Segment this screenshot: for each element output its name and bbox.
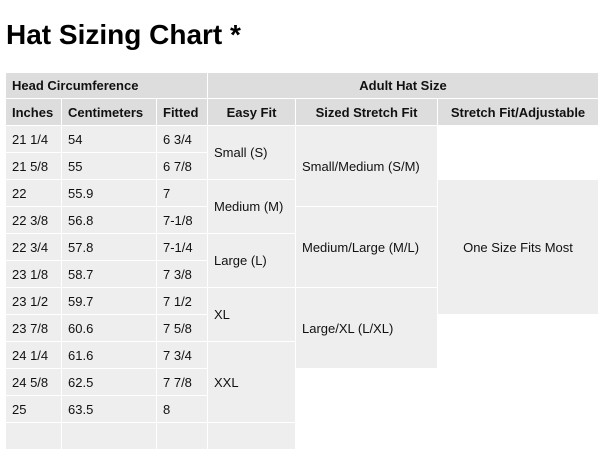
easy-fit-cell: XL bbox=[208, 288, 295, 341]
column-header-stretch-fit-adjustable: Stretch Fit/Adjustable bbox=[438, 99, 598, 125]
page-title: Hat Sizing Chart * bbox=[6, 19, 241, 50]
group-header-adult-hat-size: Adult Hat Size bbox=[208, 73, 598, 98]
stretch-adjustable-empty bbox=[438, 315, 598, 449]
fitted-cell: 7 bbox=[157, 180, 207, 206]
easy-fit-cell: Large (L) bbox=[208, 234, 295, 287]
inches-cell: 24 5/8 bbox=[6, 369, 61, 395]
fitted-cell: 7 1/2 bbox=[157, 288, 207, 314]
stretch-adjustable-cell: One Size Fits Most bbox=[438, 180, 598, 314]
centimeters-cell: 62.5 bbox=[62, 369, 156, 395]
sized-stretch-empty bbox=[296, 369, 437, 449]
easy-fit-cell-empty bbox=[208, 423, 295, 449]
centimeters-cell: 61.6 bbox=[62, 342, 156, 368]
inches-cell: 22 bbox=[6, 180, 61, 206]
fitted-cell: 7 7/8 bbox=[157, 369, 207, 395]
centimeters-cell: 58.7 bbox=[62, 261, 156, 287]
fitted-cell bbox=[157, 423, 207, 449]
sized-stretch-cell: Small/Medium (S/M) bbox=[296, 126, 437, 206]
stretch-adjustable-empty bbox=[438, 126, 598, 179]
group-header-head-circumference: Head Circumference bbox=[6, 73, 207, 98]
easy-fit-cell: Medium (M) bbox=[208, 180, 295, 233]
inches-cell: 23 7/8 bbox=[6, 315, 61, 341]
centimeters-cell: 55.9 bbox=[62, 180, 156, 206]
fitted-cell: 7-1/8 bbox=[157, 207, 207, 233]
centimeters-cell: 60.6 bbox=[62, 315, 156, 341]
inches-cell: 22 3/8 bbox=[6, 207, 61, 233]
inches-cell: 24 1/4 bbox=[6, 342, 61, 368]
fitted-cell: 7-1/4 bbox=[157, 234, 207, 260]
easy-fit-cell: XXL bbox=[208, 342, 295, 422]
centimeters-cell bbox=[62, 423, 156, 449]
fitted-cell: 6 7/8 bbox=[157, 153, 207, 179]
hat-sizing-table: Head Circumference Adult Hat Size Inches… bbox=[6, 73, 598, 449]
sized-stretch-cell: Large/XL (L/XL) bbox=[296, 288, 437, 368]
fitted-cell: 6 3/4 bbox=[157, 126, 207, 152]
inches-cell bbox=[6, 423, 61, 449]
centimeters-cell: 56.8 bbox=[62, 207, 156, 233]
fitted-cell: 7 3/8 bbox=[157, 261, 207, 287]
fitted-cell: 7 5/8 bbox=[157, 315, 207, 341]
inches-cell: 22 3/4 bbox=[6, 234, 61, 260]
fitted-cell: 8 bbox=[157, 396, 207, 422]
inches-cell: 23 1/8 bbox=[6, 261, 61, 287]
fitted-cell: 7 3/4 bbox=[157, 342, 207, 368]
column-header-easy-fit: Easy Fit bbox=[208, 99, 295, 125]
easy-fit-cell: Small (S) bbox=[208, 126, 295, 179]
inches-cell: 23 1/2 bbox=[6, 288, 61, 314]
inches-cell: 21 1/4 bbox=[6, 126, 61, 152]
column-header-sized-stretch-fit: Sized Stretch Fit bbox=[296, 99, 437, 125]
sized-stretch-cell: Medium/Large (M/L) bbox=[296, 207, 437, 287]
column-header-inches: Inches bbox=[6, 99, 61, 125]
centimeters-cell: 55 bbox=[62, 153, 156, 179]
column-header-fitted: Fitted bbox=[157, 99, 207, 125]
centimeters-cell: 59.7 bbox=[62, 288, 156, 314]
centimeters-cell: 63.5 bbox=[62, 396, 156, 422]
centimeters-cell: 57.8 bbox=[62, 234, 156, 260]
inches-cell: 25 bbox=[6, 396, 61, 422]
inches-cell: 21 5/8 bbox=[6, 153, 61, 179]
column-header-centimeters: Centimeters bbox=[62, 99, 156, 125]
centimeters-cell: 54 bbox=[62, 126, 156, 152]
